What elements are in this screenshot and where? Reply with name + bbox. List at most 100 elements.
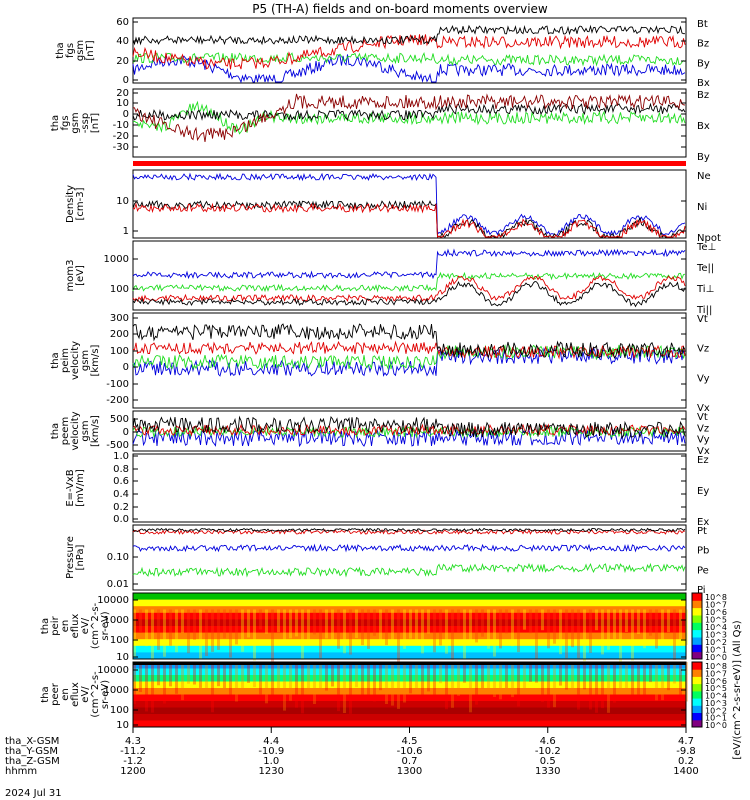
y-tick-label: -30: [113, 142, 129, 153]
spectrogram-top-line: [133, 662, 686, 665]
spectrogram-stripe: [475, 662, 478, 705]
spectrogram-stripe: [529, 609, 532, 634]
spectrogram-stripe: [571, 662, 574, 694]
y-axis-label: Density: [65, 185, 76, 223]
spectrogram-stripe: [595, 609, 598, 631]
spectrogram-stripe: [169, 609, 172, 646]
y-tick-label: 1000: [104, 254, 129, 265]
spectrogram-band: [133, 612, 686, 620]
spectrogram-stripe: [295, 662, 298, 708]
colorbar-segment: [692, 690, 702, 699]
spectrogram-stripe: [223, 662, 226, 688]
spectrogram-stripe: [205, 662, 208, 692]
y-axis-label: [km/s]: [90, 344, 101, 376]
y-tick-label: -500: [106, 440, 129, 451]
spectrogram-band: [133, 626, 686, 634]
spectrogram-stripe: [631, 609, 634, 661]
spectrogram-band: [133, 694, 686, 702]
legend-entry: Vt: [697, 314, 708, 325]
x-tick-label: 1300: [397, 766, 422, 777]
spectrogram-stripe: [553, 662, 556, 708]
colorbar-tick-label: 10^6: [705, 677, 727, 686]
x-tick-label: 4.5: [402, 736, 418, 747]
colorbar-tick-label: 10^7: [705, 669, 727, 678]
spectrogram-stripe: [229, 609, 232, 658]
colorbar-tick-label: 10^2: [705, 706, 727, 715]
colorbar-segment: [692, 637, 702, 645]
y-tick-label: 0: [123, 109, 129, 120]
spectrogram-stripe: [679, 662, 682, 697]
spectrogram-stripe: [193, 662, 196, 685]
y-tick-label: 1: [123, 226, 129, 237]
trace-black: [132, 323, 686, 359]
y-axis-label: gsm: [75, 40, 86, 61]
y-tick-label: 1.0: [113, 451, 129, 462]
legend-entry: Bt: [697, 19, 708, 30]
spectrogram-stripe: [355, 662, 358, 688]
y-tick-label: 0.01: [107, 579, 129, 590]
legend-entry: Vz: [697, 423, 709, 434]
spectrogram-stripe: [145, 609, 148, 647]
spectrogram-stripe: [547, 662, 550, 708]
legend-entry: Ex: [697, 517, 709, 528]
y-tick-label: 1000: [104, 685, 129, 696]
colorbar-segment: [692, 629, 702, 638]
y-axis-label: (cm^2-s-: [90, 602, 101, 649]
legend-entry: Te⊥: [696, 242, 716, 253]
x-axis-row-label: tha_Z-GSM: [5, 756, 60, 767]
y-axis-label: sr-eV): [100, 611, 111, 640]
y-tick-label: 100: [110, 705, 129, 716]
y-axis-label: fgs: [65, 43, 76, 58]
y-axis-label: en: [60, 620, 71, 633]
spectrogram-stripe: [403, 609, 406, 649]
spectrogram-stripe: [283, 662, 286, 711]
spectrogram-stripe: [607, 609, 610, 650]
y-tick-label: 40: [116, 36, 129, 47]
y-axis-label: [mV/m]: [75, 469, 86, 507]
colorbar-segment: [692, 676, 702, 685]
date-label: 2024 Jul 31: [5, 788, 62, 799]
y-tick-label: 0.8: [113, 464, 129, 475]
colorbar-segment: [692, 615, 702, 623]
spectrogram-stripe: [583, 662, 586, 690]
y-axis-label: [nT]: [85, 40, 96, 60]
legend-entry: Pi: [697, 585, 706, 596]
spectrogram-stripe: [577, 609, 580, 659]
colorbar-segment: [692, 705, 702, 713]
spectrogram-stripe: [391, 662, 394, 706]
spectrogram-stripe: [139, 662, 142, 693]
spectrogram-band: [133, 652, 686, 660]
spectrogram-stripe: [265, 609, 268, 634]
legend-entry: Te||: [696, 263, 714, 274]
spectrogram-stripe: [319, 609, 322, 659]
colorbar-frame: [691, 592, 703, 660]
spectrogram-stripe: [475, 609, 478, 643]
y-tick-label: 60: [116, 17, 129, 28]
y-axis-label: peim: [60, 348, 71, 373]
x-tick-label: 4.4: [263, 736, 279, 747]
legend-entry: Ey: [697, 486, 709, 497]
legend-entry: Bz: [697, 39, 709, 50]
spectrogram-band: [133, 701, 686, 708]
trace-green: [132, 271, 686, 293]
spectrogram-stripe: [355, 609, 358, 639]
spectrogram-stripe: [313, 609, 316, 635]
spectrogram-stripe: [631, 662, 634, 697]
y-tick-label: 0: [123, 427, 129, 438]
panel-2: [133, 161, 686, 166]
spectrogram-stripe: [271, 609, 274, 662]
spectrogram-stripe: [481, 662, 484, 689]
spectrogram-band: [133, 668, 686, 676]
y-axis-label: en: [60, 688, 71, 701]
y-tick-label: 10: [116, 98, 129, 109]
x-axis-row-label: tha_Y-GSM: [5, 746, 58, 757]
x-tick-label: 1200: [120, 766, 145, 777]
spectrogram-stripe: [277, 662, 280, 695]
spectrogram-stripe: [451, 609, 454, 660]
colorbar-tick-label: 10^8: [705, 662, 727, 671]
spectrogram-stripe: [349, 609, 352, 655]
spectrogram-stripe: [331, 609, 334, 642]
spectrogram-band: [133, 619, 686, 627]
spectrogram-stripe: [445, 609, 448, 654]
